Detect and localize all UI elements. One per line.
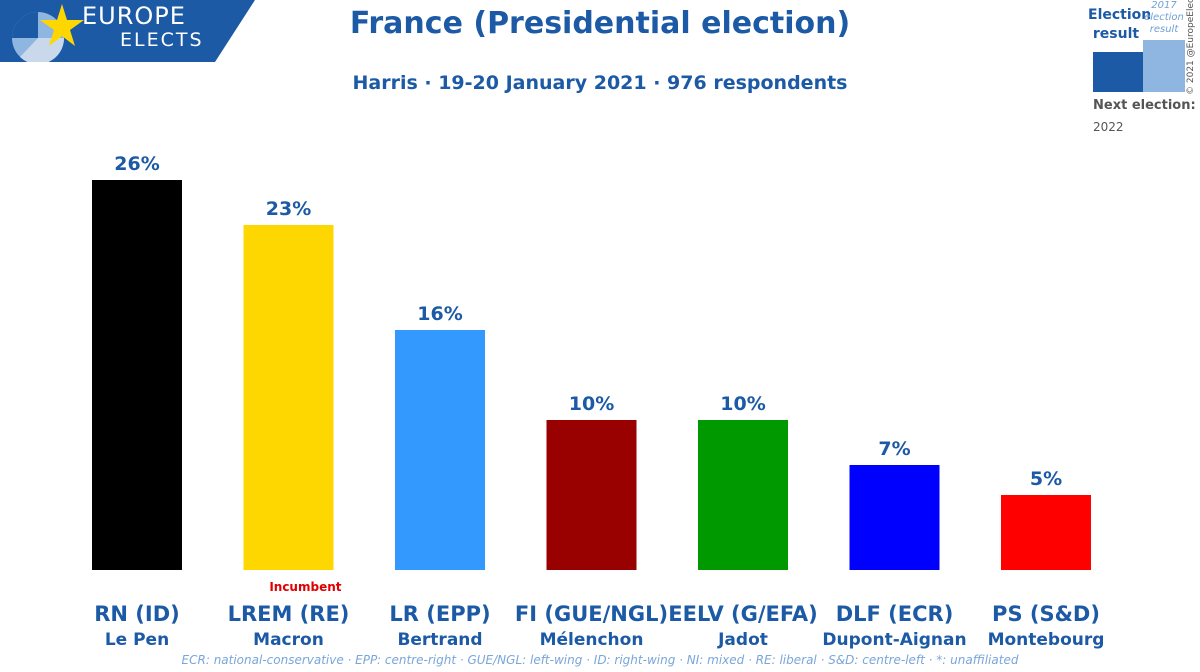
value-label-4: 10% bbox=[569, 393, 614, 415]
bar-2 bbox=[243, 225, 334, 570]
value-label-7: 5% bbox=[1030, 468, 1062, 490]
value-label-5: 10% bbox=[720, 393, 765, 415]
incumbent-label: Incumbent bbox=[269, 580, 341, 594]
bar-1 bbox=[92, 180, 182, 570]
bar-4 bbox=[546, 420, 637, 570]
bar-3 bbox=[395, 330, 485, 570]
chart-subtitle: Harris · 19-20 January 2021 · 976 respon… bbox=[352, 72, 848, 94]
candidate-label-7: Montebourg bbox=[988, 630, 1105, 650]
party-label-6: DLF (ECR) bbox=[836, 602, 954, 626]
legend-election-swatch bbox=[1093, 52, 1143, 92]
party-label-2: LREM (RE) bbox=[228, 602, 350, 626]
legend-2017-swatch bbox=[1143, 40, 1185, 92]
candidate-label-3: Bertrand bbox=[397, 630, 482, 650]
party-label-3: LR (EPP) bbox=[389, 602, 490, 626]
next-election-label: Next election: bbox=[1093, 98, 1196, 113]
candidate-label-2: Macron bbox=[253, 630, 324, 650]
logo-line-1: EUROPE bbox=[82, 2, 186, 30]
logo-text: EUROPE ELECTS bbox=[82, 4, 242, 52]
party-label-5: EELV (G/EFA) bbox=[668, 602, 817, 626]
candidate-label-1: Le Pen bbox=[105, 630, 169, 650]
bar-7 bbox=[1001, 495, 1091, 570]
logo-graphic bbox=[0, 0, 255, 65]
bar-6 bbox=[849, 465, 940, 570]
value-label-1: 26% bbox=[114, 153, 159, 175]
bar-5 bbox=[698, 420, 788, 570]
next-election-year: 2022 bbox=[1093, 120, 1124, 134]
candidate-label-5: Jadot bbox=[717, 630, 768, 650]
footer-note: ECR: national-conservative · EPP: centre… bbox=[181, 653, 1019, 667]
candidate-label-6: Dupont-Aignan bbox=[822, 630, 966, 650]
legend-2017-result: 2017 election result bbox=[1144, 0, 1184, 35]
value-label-2: 23% bbox=[266, 198, 311, 220]
candidate-label-4: Mélenchon bbox=[540, 630, 644, 650]
party-label-7: PS (S&D) bbox=[992, 602, 1100, 626]
party-label-1: RN (ID) bbox=[94, 602, 180, 626]
chart-title: France (Presidential election) bbox=[349, 6, 851, 41]
logo-line-2: ELECTS bbox=[120, 29, 204, 51]
party-label-4: FI (GUE/NGL) bbox=[515, 602, 668, 626]
legend-graphic bbox=[1093, 40, 1185, 92]
europe-elects-logo: EUROPE ELECTS bbox=[0, 0, 260, 65]
legend-election-result: Election result bbox=[1088, 7, 1152, 42]
value-label-3: 16% bbox=[417, 303, 462, 325]
value-label-6: 7% bbox=[878, 438, 910, 460]
